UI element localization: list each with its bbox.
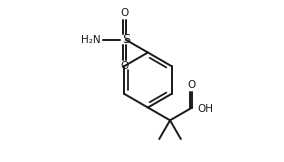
Text: OH: OH bbox=[197, 104, 213, 114]
Text: H₂N: H₂N bbox=[81, 35, 101, 45]
Text: O: O bbox=[121, 61, 129, 71]
Text: O: O bbox=[187, 80, 195, 90]
Text: S: S bbox=[122, 33, 130, 46]
Text: O: O bbox=[121, 8, 129, 18]
